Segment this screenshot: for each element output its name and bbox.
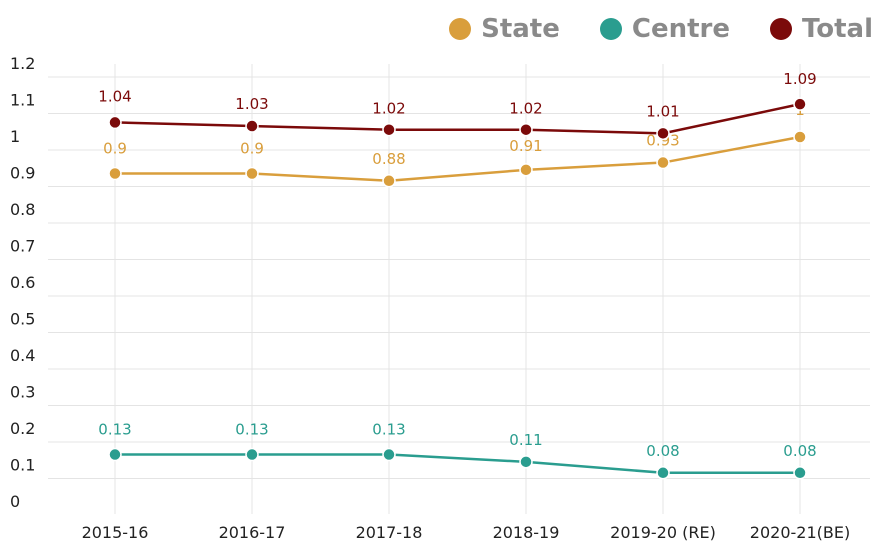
data-point [656,466,670,480]
data-label: 0.08 [646,442,679,460]
y-tick-label: 0 [10,492,20,511]
data-label: 1.01 [646,102,679,120]
y-tick-label: 0.4 [10,346,35,365]
x-tick-label: 2017-18 [356,523,423,542]
x-tick-label: 2016-17 [219,523,286,542]
y-tick-label: 0.8 [10,200,35,219]
data-label: 1.09 [783,70,816,88]
data-point [245,166,259,181]
data-point [382,174,396,188]
data-label: 0.88 [372,150,405,168]
data-point [108,115,122,130]
x-tick-label: 2018-19 [493,523,560,542]
data-label: 0.93 [646,132,679,150]
y-tick-label: 1 [10,127,20,146]
data-label: 0.13 [372,421,405,439]
y-tick-label: 0.1 [10,456,35,475]
data-point [108,447,122,462]
legend-label-centre: Centre [631,14,730,44]
data-label: 0.9 [240,140,264,158]
data-point [382,447,396,462]
data-point [793,97,807,111]
legend-item-total: Total [769,14,873,44]
data-point [519,163,533,177]
legend-item-state: State [449,14,560,44]
series-line-centre [115,453,800,475]
legend-label-state: State [481,14,560,44]
data-point [382,122,396,137]
data-label: 0.13 [235,421,268,439]
y-tick-label: 0.3 [10,383,35,402]
y-tick-label: 1.2 [10,54,35,73]
data-point [656,126,670,141]
data-point [519,122,533,137]
data-point [793,466,807,480]
y-tick-label: 0.7 [10,237,35,256]
data-point [519,455,533,469]
data-label: 0.08 [783,442,816,460]
legend-marker-total [769,18,792,40]
series-line-total [114,102,801,135]
y-tick-label: 0.6 [10,273,35,292]
data-point [793,130,807,144]
y-tick-label: 1.1 [10,91,35,110]
legend-marker-state [449,18,472,40]
legend-label-total: Total [801,14,873,44]
data-point [245,447,259,462]
data-label: 1.03 [235,95,268,113]
legend-item-centre: Centre [599,14,730,44]
data-label: 1.02 [372,100,405,118]
data-point [245,119,259,133]
data-label: 0.11 [509,431,542,449]
data-label: 0.9 [103,140,127,158]
legend-marker-centre [599,18,622,40]
data-point [656,155,670,170]
series-line-state [115,135,801,183]
x-tick-label: 2015-16 [82,523,149,542]
data-label: 1.04 [98,87,131,105]
chart-legend: State Centre Total [449,14,873,44]
data-label: 1.02 [509,100,542,118]
y-tick-label: 0.9 [10,164,35,183]
x-tick-label: 2020-21(BE) [750,523,850,542]
data-label: 0.91 [509,137,542,155]
x-tick-label: 2019-20 (RE) [610,523,716,542]
data-point [108,166,122,181]
data-label: 0.13 [98,421,131,439]
y-tick-label: 0.2 [10,419,35,438]
y-tick-label: 0.5 [10,310,35,329]
